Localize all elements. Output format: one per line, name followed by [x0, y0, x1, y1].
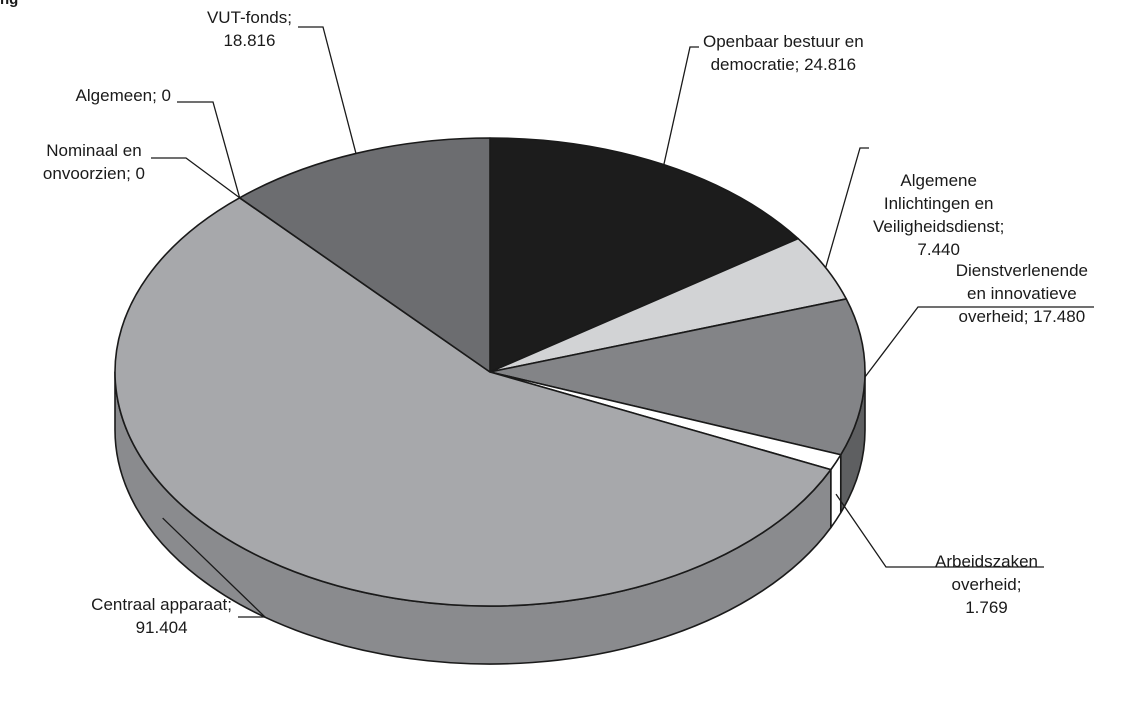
- slice-label-3: Arbeidszaken overheid; 1.769: [935, 552, 1038, 617]
- leader-lines: [151, 26, 1094, 618]
- slice-label-0-line-0: Openbaar bestuur en: [703, 32, 864, 51]
- slice-labels: Openbaar bestuur en democratie; 24.816 Alg…: [43, 8, 1088, 637]
- slice-label-3-line-1: overheid;: [952, 575, 1022, 594]
- chart-title-fragment: ng: [0, 0, 18, 8]
- slice-label-4-line-0: Centraal apparaat;: [91, 595, 232, 614]
- slice-label-1-line-2: Veiligheidsdienst;: [873, 217, 1004, 236]
- slice-label-0: Openbaar bestuur en democratie; 24.816: [703, 32, 864, 74]
- slice-label-1-line-0: Algemene: [900, 171, 977, 190]
- slice-label-7-line-0: VUT-fonds;: [207, 8, 292, 27]
- slice-label-0-line-1: democratie; 24.816: [711, 55, 857, 74]
- slice-label-1-line-1: Inlichtingen en: [884, 194, 994, 213]
- leader-line-2: [864, 306, 1094, 378]
- slice-label-7-line-1: 18.816: [223, 31, 275, 50]
- slice-0: [489, 137, 799, 373]
- slice-label-2-line-2: overheid; 17.480: [959, 307, 1086, 326]
- slice-label-4: Centraal apparaat; 91.404: [91, 595, 232, 637]
- pie-slices: [114, 137, 866, 607]
- slice-label-3-line-0: Arbeidszaken: [935, 552, 1038, 571]
- slice-label-1-line-3: 7.440: [917, 240, 960, 259]
- slice-label-4-line-1: 91.404: [136, 618, 188, 637]
- slice-label-5-line-0: Nominaal en: [46, 141, 141, 160]
- leader-line-6: [177, 101, 241, 198]
- slice-label-2: Dienstverlenende en innovatieve overheid; …: [956, 261, 1088, 326]
- leader-line-0: [663, 46, 699, 165]
- slice-label-6: Algemeen; 0: [76, 86, 171, 105]
- slice-label-1: Algemene Inlichtingen en Veiligheidsdienst…: [873, 171, 1004, 259]
- slice-label-2-line-1: en innovatieve: [967, 284, 1077, 303]
- leader-line-4: [162, 517, 267, 618]
- slice-7: [238, 137, 491, 373]
- leader-line-5: [151, 157, 241, 199]
- slice-label-6-line-0: Algemeen; 0: [76, 86, 171, 105]
- leader-line-7: [298, 26, 357, 154]
- slice-label-5: Nominaal en onvoorzien; 0: [43, 141, 145, 183]
- leader-line-1: [825, 147, 869, 268]
- slice-label-3-line-2: 1.769: [965, 598, 1008, 617]
- slice-label-2-line-0: Dienstverlenende: [956, 261, 1088, 280]
- slice-4: [114, 196, 832, 607]
- slice-label-7: VUT-fonds; 18.816: [207, 8, 292, 50]
- leader-line-3: [835, 493, 1044, 568]
- slice-label-5-line-1: onvoorzien; 0: [43, 164, 145, 183]
